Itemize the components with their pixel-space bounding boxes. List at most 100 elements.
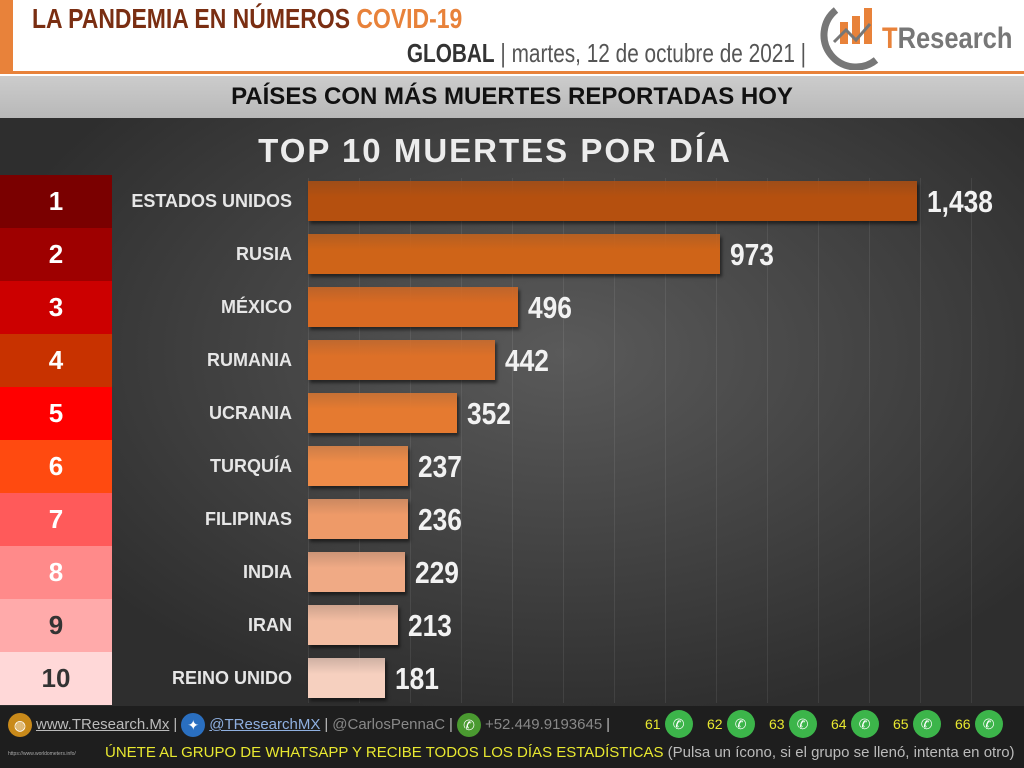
- rank-badge: 1: [0, 175, 112, 228]
- group-number: 64: [831, 716, 847, 732]
- whatsapp-icon: ✆: [912, 710, 941, 738]
- whatsapp-icon: ✆: [664, 710, 693, 738]
- rank-badge: 8: [0, 546, 112, 599]
- rank-badge: 5: [0, 387, 112, 440]
- category-label: ESTADOS UNIDOS: [131, 191, 292, 211]
- website-link[interactable]: www.TResearch.Mx: [36, 716, 170, 733]
- gridline: [512, 178, 513, 703]
- bar: [308, 340, 496, 380]
- category-label: FILIPINAS: [204, 509, 292, 529]
- author-handle: @CarlosPennaC: [332, 716, 446, 733]
- gridline: [869, 178, 870, 703]
- phone-number: +52.449.9193645: [484, 716, 603, 733]
- rank-badge: 4: [0, 334, 112, 387]
- bar: [308, 234, 721, 274]
- category-label: UCRANIA: [209, 403, 292, 423]
- gridline: [818, 178, 819, 703]
- value-label: 229: [414, 555, 459, 590]
- chart-area: TOP 10 MUERTES POR DÍA 1 ESTADOS UNIDOS 1,…: [0, 118, 1024, 706]
- bar: [308, 605, 399, 645]
- logo-t: T: [882, 22, 898, 55]
- group-number: 65: [893, 716, 909, 732]
- value-label: 236: [417, 502, 462, 537]
- whatsapp-group-link[interactable]: 66 ✆: [955, 710, 1003, 738]
- section-heading: PAÍSES CON MÁS MUERTES REPORTADAS HOY: [0, 76, 1024, 118]
- divider: |: [606, 716, 611, 733]
- page-title: LA PANDEMIA EN NÚMEROS COVID-19: [32, 3, 462, 35]
- divider: |: [324, 716, 329, 733]
- bar: [308, 552, 405, 592]
- value-label: 973: [730, 237, 775, 272]
- value-label: 181: [394, 661, 439, 696]
- cta-note: (Pulsa un ícono, si el grupo se llenó, i…: [667, 744, 1015, 761]
- bar: [308, 181, 917, 221]
- rank-badge: 9: [0, 599, 112, 652]
- scope: GLOBAL: [406, 38, 495, 68]
- title-accent: COVID-19: [356, 3, 463, 34]
- globe-icon: ◍: [8, 713, 32, 737]
- rank-badge: 6: [0, 440, 112, 493]
- gridline: [614, 178, 615, 703]
- rank-badge: 2: [0, 228, 112, 281]
- gridline: [920, 178, 921, 703]
- logo-chart-icon: [820, 7, 879, 71]
- value-label: 237: [418, 449, 463, 484]
- gridline: [410, 178, 411, 703]
- whatsapp-icon: ✆: [974, 710, 1003, 738]
- logo-rest: Research: [897, 22, 1013, 55]
- chart-title: TOP 10 MUERTES POR DÍA: [258, 132, 732, 169]
- gridline: [971, 178, 972, 703]
- rank-badge: 3: [0, 281, 112, 334]
- subtitle: GLOBAL | martes, 12 de octubre de 2021 |: [407, 38, 806, 68]
- gridline: [359, 178, 360, 703]
- divider: |: [173, 716, 178, 733]
- category-label: IRAN: [248, 615, 292, 635]
- category-label: RUSIA: [235, 244, 292, 264]
- twitter-link[interactable]: @TResearchMX: [209, 716, 321, 733]
- rank-badge: 10: [0, 652, 112, 705]
- source-url: https://www.worldometers.info/: [8, 751, 76, 757]
- value-label: 496: [528, 290, 573, 325]
- category-label: MÉXICO: [220, 297, 292, 317]
- bar: [308, 499, 408, 539]
- gridline: [308, 178, 309, 703]
- divider: |: [449, 716, 453, 733]
- title-text: LA PANDEMIA EN NÚMEROS: [32, 3, 351, 34]
- gridline: [665, 178, 666, 703]
- gridline: [563, 178, 564, 703]
- phone-icon: ✆: [456, 713, 481, 737]
- header: LA PANDEMIA EN NÚMEROS COVID-19 GLOBAL |…: [0, 0, 1024, 74]
- whatsapp-group-link[interactable]: 62 ✆: [707, 710, 755, 738]
- whatsapp-icon: ✆: [726, 710, 755, 738]
- bar: [308, 658, 385, 698]
- rank-badge: 7: [0, 493, 112, 546]
- value-label: 442: [505, 343, 550, 378]
- group-number: 66: [955, 716, 971, 732]
- value-label: 1,438: [927, 184, 993, 219]
- footer: ◍ www.TResearch.Mx | ✦ @TResearchMX | @Car…: [0, 706, 1024, 768]
- tresearch-logo: TResearch: [818, 2, 1018, 71]
- whatsapp-group-link[interactable]: 61 ✆: [645, 710, 693, 738]
- group-number: 63: [769, 716, 785, 732]
- gridline: [716, 178, 717, 703]
- category-label: TURQUÍA: [210, 456, 292, 476]
- bar: [308, 287, 519, 327]
- value-label: 352: [467, 396, 512, 431]
- date: | martes, 12 de octubre de 2021 |: [500, 38, 806, 68]
- whatsapp-group-link[interactable]: 64 ✆: [831, 710, 879, 738]
- gridline: [767, 178, 768, 703]
- whatsapp-icon: ✆: [850, 710, 879, 738]
- cta-text: ÚNETE AL GRUPO DE WHATSAPP Y RECIBE TODO…: [105, 744, 664, 761]
- whatsapp-group-link[interactable]: 63 ✆: [769, 710, 817, 738]
- accent-bar: [0, 0, 13, 72]
- value-label: 213: [408, 608, 453, 643]
- group-number: 61: [645, 716, 661, 732]
- group-number: 62: [707, 716, 723, 732]
- gridline: [461, 178, 462, 703]
- bar: [308, 393, 458, 433]
- category-label: REINO UNIDO: [171, 668, 292, 688]
- whatsapp-icon: ✆: [788, 710, 817, 738]
- category-label: RUMANIA: [207, 350, 292, 370]
- category-label: INDIA: [243, 562, 292, 582]
- whatsapp-group-link[interactable]: 65 ✆: [893, 710, 941, 738]
